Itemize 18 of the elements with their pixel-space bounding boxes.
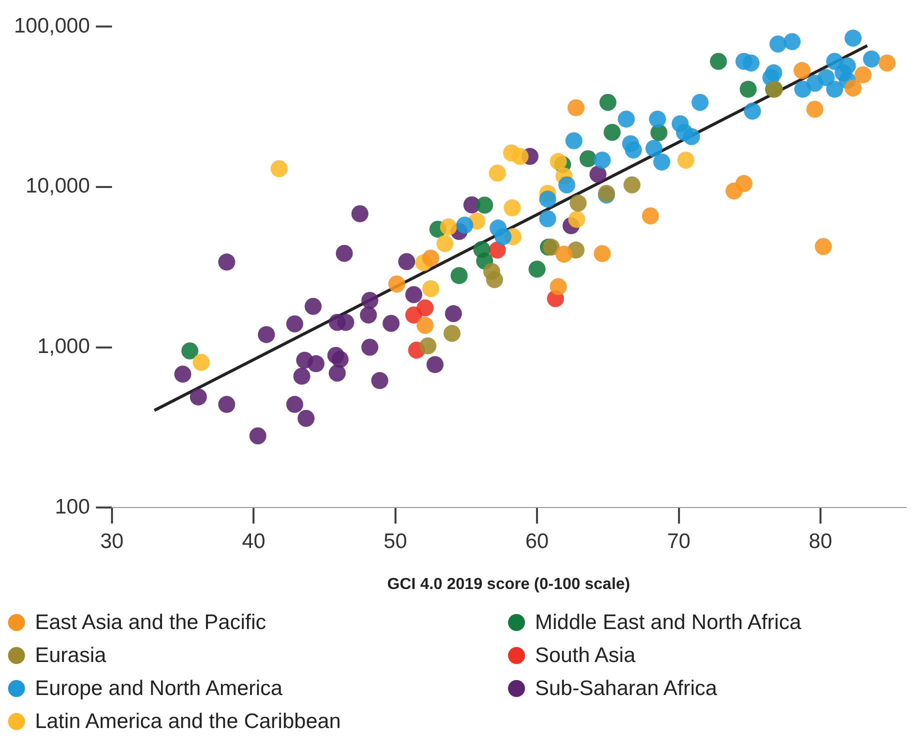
x-tick-label: 30 [100,530,124,553]
y-tick-label: 10,000 [26,174,90,198]
y-tick-label: 100,000 [14,14,90,38]
x-axis-title: GCI 4.0 2019 score (0-100 scale) [387,576,630,593]
x-tick-label: 50 [384,530,408,553]
legend-label: Sub-Saharan Africa [535,676,718,700]
legend-label: Latin America and the Caribbean [35,710,341,734]
legend-label: Europe and North America [35,676,282,700]
x-tick-label: 60 [525,530,549,553]
legend-label: Middle East and North Africa [535,610,802,634]
y-tick-label: 100 [54,495,90,518]
x-tick-label: 40 [242,530,266,553]
legend-label: Eurasia [35,644,106,668]
y-tick-label: 1,000 [37,335,90,358]
legend-label: East Asia and the Pacific [35,610,266,634]
x-tick-label: 70 [667,530,690,553]
x-tick-label: 80 [808,530,832,553]
legend-label: South Asia [535,644,636,668]
